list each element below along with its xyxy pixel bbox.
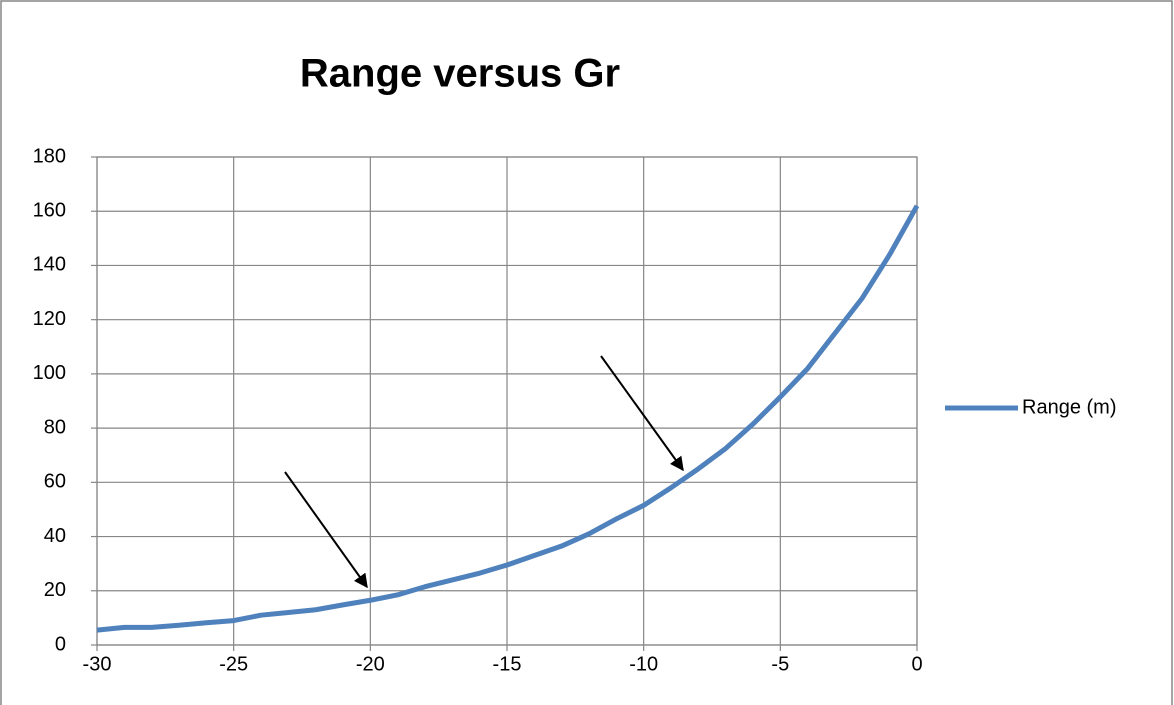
- x-tick-label: -25: [219, 653, 248, 675]
- y-tick-label: 100: [33, 362, 66, 384]
- y-tick-label: 120: [33, 308, 66, 330]
- y-tick-label: 160: [33, 200, 66, 222]
- y-tick-label: 60: [44, 471, 66, 493]
- x-tick-label: -10: [629, 653, 658, 675]
- legend-label: Range (m): [1022, 396, 1116, 418]
- y-tick-label: 20: [44, 579, 66, 601]
- chart-title: Range versus Gr: [300, 52, 620, 96]
- x-tick-label: -15: [493, 653, 522, 675]
- y-tick-label: 40: [44, 525, 66, 547]
- data-line: [96, 204, 920, 633]
- x-tick-label: -20: [356, 653, 385, 675]
- x-tick-label: 0: [911, 653, 922, 675]
- y-tick-label: 140: [33, 254, 66, 276]
- x-tick-label: -5: [771, 653, 789, 675]
- y-tick-label: 80: [44, 416, 66, 438]
- x-tick-label: -30: [83, 653, 112, 675]
- arrow: [284, 471, 368, 589]
- arrow: [600, 355, 684, 472]
- y-tick-label: 180: [33, 145, 66, 167]
- plot-area: 0 20 40 60 80 100 120 140 160 180 -30 -25 -20 -15 -10 -…: [33, 145, 923, 675]
- y-tick-label: 0: [55, 633, 66, 655]
